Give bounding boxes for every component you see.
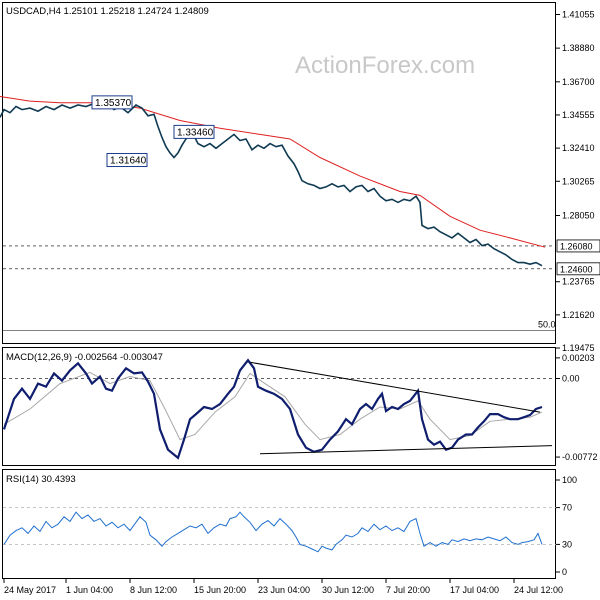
price-annotation-box: [173, 124, 215, 139]
price-annotation-label: 1.35370: [95, 98, 132, 109]
macd-main-line: [2, 358, 543, 460]
price-level-label: 1.26080: [560, 241, 593, 251]
watermark: ActionForex.com: [295, 52, 475, 79]
price-y-axis: 1.41055 1.38880 1.36700 1.34555 1.32410 1.302…: [556, 10, 595, 353]
x-tick-label: 15 Jun 20:00: [194, 585, 246, 595]
price-y-tick-label: 1.28050: [562, 211, 595, 221]
macd-y-axis: 0.00203 0.00 -0.00772: [556, 353, 598, 462]
rsi-y-tick-label: 100: [562, 475, 577, 485]
time-x-axis: 24 May 2017 1 Jun 04:00 8 Jun 12:00 15 Jun …: [3, 579, 563, 595]
price-y-tick-label: 1.32410: [562, 143, 595, 153]
rsi-panel-frame: [2, 469, 556, 579]
price-horizontal-levels: 1.26080 1.24600: [3, 239, 600, 276]
x-tick-label: 24 May 2017: [4, 585, 56, 595]
macd-trendline: [259, 445, 553, 455]
price-y-tick-label: 1.19475: [562, 343, 595, 353]
price-y-tick-label: 1.30265: [562, 176, 595, 186]
rsi-y-tick-label: 0: [562, 567, 567, 577]
macd-panel-title: MACD(12,26,9) -0.002564 -0.003047: [6, 352, 163, 363]
price-y-tick-label: 1.38880: [562, 43, 595, 53]
x-tick-label: 7 Jul 20:00: [386, 585, 430, 595]
rsi-y-tick-label: 30: [562, 539, 572, 549]
rsi-line: [3, 511, 543, 553]
price-y-tick-label: 1.23765: [562, 277, 595, 287]
price-level-label: 1.24600: [560, 264, 593, 274]
rsi-panel-title: RSI(14) 30.4393: [6, 474, 76, 485]
rsi-levels: [3, 507, 556, 545]
price-annotation-box: [91, 95, 133, 110]
x-tick-label: 30 Jun 12:00: [322, 585, 374, 595]
macd-trendline: [249, 361, 541, 413]
fib-level: 50.0: [3, 320, 556, 331]
price-y-tick-label: 1.41055: [562, 10, 595, 20]
price-y-tick-label: 1.34555: [562, 110, 595, 120]
macd-y-tick-label: 0.00: [562, 374, 580, 384]
x-tick-label: 1 Jun 04:00: [66, 585, 113, 595]
macd-trendlines: [249, 361, 553, 455]
price-panel-frame: [2, 2, 556, 344]
rsi-y-axis: 100 70 30 0: [556, 475, 577, 577]
price-annotation-label: 1.33460: [177, 127, 214, 138]
macd-y-tick-label: 0.00203: [562, 353, 595, 363]
rsi-y-tick-label: 70: [562, 503, 572, 513]
moving-average-line: [0, 96, 546, 248]
x-tick-label: 8 Jun 12:00: [130, 585, 177, 595]
x-tick-label: 24 Jul 12:00: [514, 585, 563, 595]
price-level-box: [556, 239, 600, 253]
x-tick-label: 23 Jun 04:00: [258, 585, 310, 595]
x-tick-label: 17 Jul 04:00: [450, 585, 499, 595]
price-annotation-label: 1.31640: [110, 156, 147, 167]
price-level-box: [556, 262, 600, 276]
macd-signal-line: [3, 371, 543, 441]
price-y-tick-label: 1.21620: [562, 310, 595, 320]
price-annotation-box: [106, 153, 148, 168]
price-y-tick-label: 1.36700: [562, 77, 595, 87]
price-annotations: 1.35370 1.31640 1.33460: [91, 95, 215, 168]
price-panel-title: USDCAD,H4 1.25101 1.25218 1.24724 1.2480…: [6, 6, 209, 17]
fib-level-label: 50.0: [538, 320, 556, 330]
macd-y-tick-label: -0.00772: [562, 452, 598, 462]
